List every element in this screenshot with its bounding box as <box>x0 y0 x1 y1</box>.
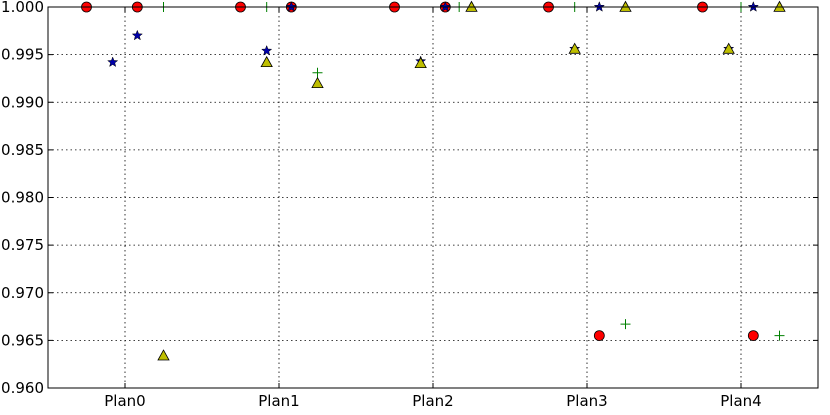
point-triangle <box>465 0 478 12</box>
point-triangle <box>773 0 786 12</box>
point-triangle <box>619 0 632 12</box>
point-triangle <box>260 55 273 68</box>
y-tick-label: 0.975 <box>1 236 44 254</box>
point-star <box>261 44 273 56</box>
point-plus <box>312 67 323 78</box>
point-star <box>107 56 119 68</box>
point-triangle <box>568 42 581 54</box>
y-tick-label: 0.995 <box>1 46 44 64</box>
point-triangle <box>414 56 427 68</box>
point-triangle <box>157 349 170 361</box>
y-tick-label: 1.000 <box>1 0 44 16</box>
point-circle <box>593 330 605 342</box>
point-triangle <box>311 76 324 88</box>
plot-frame <box>47 6 819 389</box>
y-tick-label: 0.970 <box>1 284 44 302</box>
data-points <box>81 0 786 361</box>
point-plus <box>774 330 785 341</box>
x-tick-label: Plan4 <box>720 392 761 410</box>
axis-tick-labels: Plan0 Plan1 Plan2 Plan3 Plan4 0.960 0.965 0.970… <box>1 0 762 410</box>
y-tick-label: 0.965 <box>1 331 44 349</box>
x-tick-label: Plan2 <box>412 392 453 410</box>
point-star <box>131 29 143 41</box>
y-tick-label: 0.990 <box>1 93 44 111</box>
y-tick-label: 0.985 <box>1 141 44 159</box>
grid-lines <box>48 6 818 389</box>
y-tick-label: 0.980 <box>1 189 44 207</box>
x-tick-label: Plan1 <box>258 392 299 410</box>
point-plus <box>620 319 631 330</box>
point-triangle <box>722 42 735 54</box>
point-circle <box>747 330 759 342</box>
x-tick-label: Plan0 <box>104 392 145 410</box>
y-tick-label: 0.960 <box>1 379 44 397</box>
x-tick-label: Plan3 <box>566 392 607 410</box>
